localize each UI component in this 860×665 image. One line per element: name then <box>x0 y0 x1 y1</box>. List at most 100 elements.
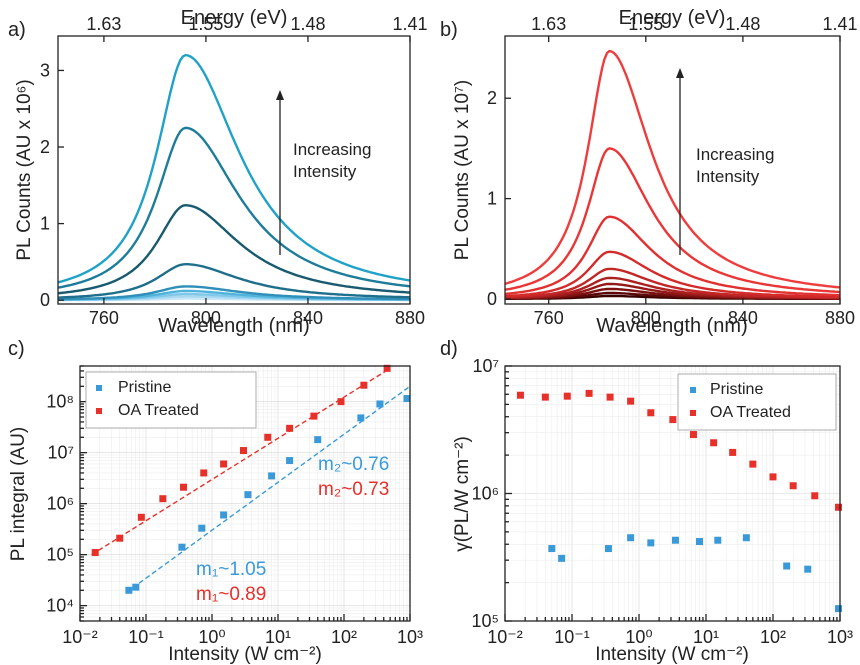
panel-b-frame <box>504 35 841 305</box>
panel-b-arrowhead <box>676 68 684 78</box>
panel-a-annotation-1: Increasing <box>293 140 371 159</box>
x-tick-label-c: 10⁻² <box>62 627 98 647</box>
data-point-c-1 <box>180 483 188 491</box>
data-point-d-0 <box>647 539 655 547</box>
x-tick-label-c: 10¹ <box>265 627 291 647</box>
data-point-d-1 <box>835 503 843 511</box>
panel-d-ylabel: γ(PL/W cm⁻²) <box>452 436 473 552</box>
data-point-c-0 <box>220 511 228 519</box>
y-tick-label-c: 10⁶ <box>47 494 74 514</box>
panel-c-legend-oa-marker <box>96 408 102 414</box>
data-point-d-0 <box>548 545 556 553</box>
panel-b-ylabel: PL Counts (AU x 10⁷) <box>452 80 473 260</box>
panel-c: 10⁻² 10⁻¹ 10⁰ 10¹ 10² 10³ 10⁴ 10⁵ 10⁶ 10⁷ 10⁸ Inte… <box>8 364 423 665</box>
panel-d-legend-pristine-marker <box>690 387 696 393</box>
x-tick-label-c: 10³ <box>397 627 423 647</box>
y-tick-label-b: 0 <box>487 289 497 309</box>
data-point-d-1 <box>689 431 697 439</box>
x-tick-label-c: 10⁻¹ <box>128 627 164 647</box>
data-point-c-1 <box>310 412 318 420</box>
panel-label-c: c) <box>8 338 25 360</box>
data-point-c-0 <box>125 586 133 594</box>
panel-c-m1-oa: m₁~0.89 <box>196 584 266 605</box>
x-tick-label-a: 880 <box>395 308 425 328</box>
panel-c-legend-box <box>85 371 257 429</box>
data-point-d-1 <box>789 482 797 490</box>
panel-d-xlabel: Intensity (W cm⁻²) <box>595 644 749 665</box>
data-point-c-1 <box>116 534 124 542</box>
panel-a-ylabel: PL Counts (AU x 10⁶) <box>14 79 35 260</box>
data-point-c-1 <box>220 460 228 468</box>
panel-c-ticks: 10⁻² 10⁻¹ 10⁰ 10¹ 10² 10³ 10⁴ 10⁵ 10⁶ 10⁷ 10⁸ <box>46 365 423 647</box>
data-point-c-0 <box>403 395 411 403</box>
data-point-d-0 <box>671 536 679 544</box>
data-point-c-1 <box>239 447 247 455</box>
panel-c-m2-oa: m₂~0.73 <box>318 479 389 500</box>
data-point-c-0 <box>376 400 384 408</box>
data-point-d-0 <box>696 538 704 546</box>
y-tick-label-c: 10⁷ <box>47 443 74 463</box>
data-point-d-1 <box>669 416 677 424</box>
y-tick-label-d: 10⁵ <box>472 611 499 631</box>
panel-b-annotation-1: Increasing <box>696 145 774 164</box>
data-point-d-1 <box>729 448 737 456</box>
panel-d-grid <box>504 365 841 622</box>
data-point-d-1 <box>516 391 524 399</box>
fit-line-c-1 <box>91 367 391 556</box>
panel-c-ylabel: PL integral (AU) <box>8 427 29 561</box>
top-tick-label-a: 1.63 <box>86 14 121 34</box>
spectrum-curve-a-4 <box>57 285 411 301</box>
data-point-d-1 <box>585 389 593 397</box>
panel-c-legend-oa: OA Treated <box>118 402 199 419</box>
x-tick-label-b: 800 <box>631 308 661 328</box>
y-tick-label-c: 10⁸ <box>46 392 74 412</box>
panel-a-ticks: 760 800 840 880 1.63 1.55 1.48 1.41 0 1 2 3 <box>40 14 428 328</box>
panel-b-top-label: Energy (eV) <box>619 7 726 29</box>
data-point-d-1 <box>710 439 718 447</box>
panel-label-d: d) <box>440 338 458 360</box>
data-point-c-0 <box>132 583 140 591</box>
data-point-c-1 <box>360 381 368 389</box>
top-tick-label-b: 1.55 <box>628 14 663 34</box>
x-tick-label-c: 10² <box>331 627 357 647</box>
panel-d: 10⁻² 10⁻¹ 10⁰ 10¹ 10² 10³ 10⁵ 10⁶ 10⁷ Intensity … <box>452 356 853 665</box>
x-tick-label-b: 760 <box>534 308 564 328</box>
top-tick-label-a: 1.48 <box>290 14 325 34</box>
x-tick-label-d: 10¹ <box>693 627 719 647</box>
panel-label-b: b) <box>440 19 458 41</box>
data-point-c-1 <box>337 398 345 406</box>
panel-b-annotation-2: Intensity <box>696 167 760 186</box>
y-tick-label-b: 1 <box>487 189 497 209</box>
x-tick-label-b: 840 <box>728 308 758 328</box>
data-point-d-1 <box>627 397 635 405</box>
data-point-d-0 <box>742 534 750 542</box>
top-tick-label-b: 1.48 <box>725 14 760 34</box>
panel-a-frame <box>57 35 411 305</box>
panel-a-annotation-2: Intensity <box>293 162 357 181</box>
panel-c-m2-pristine: m₂~0.76 <box>318 454 389 475</box>
data-point-d-1 <box>749 460 757 468</box>
data-point-c-0 <box>244 491 252 499</box>
panel-a: 760 800 840 880 1.63 1.55 1.48 1.41 0 1 2 3 Wavelen… <box>14 7 428 337</box>
x-tick-label-d: 10⁰ <box>625 627 652 647</box>
spectrum-curve-a-5 <box>57 263 411 299</box>
panel-d-legend-box <box>677 373 837 431</box>
data-point-d-1 <box>563 392 571 400</box>
panel-b-xlabel: Wavelength (nm) <box>596 315 748 337</box>
panel-b: 760 800 840 880 1.63 1.55 1.48 1.41 0 1 2 Waveleng… <box>452 7 858 337</box>
y-tick-label-a: 3 <box>40 60 50 80</box>
panel-c-m1-pristine: m₁~1.05 <box>196 559 266 580</box>
panel-a-xlabel: Wavelength (nm) <box>158 315 310 337</box>
panel-d-points <box>516 389 843 613</box>
data-point-d-0 <box>627 534 635 542</box>
data-point-c-1 <box>137 513 145 521</box>
y-tick-label-c: 10⁵ <box>47 545 74 565</box>
x-tick-label-d: 10⁻² <box>487 627 523 647</box>
data-point-c-0 <box>178 543 186 551</box>
y-tick-label-d: 10⁶ <box>472 484 499 504</box>
data-point-d-0 <box>558 554 566 562</box>
spectrum-curve-b-6 <box>504 250 841 298</box>
data-point-c-1 <box>264 433 272 441</box>
spectrum-curve-b-8 <box>504 147 841 294</box>
